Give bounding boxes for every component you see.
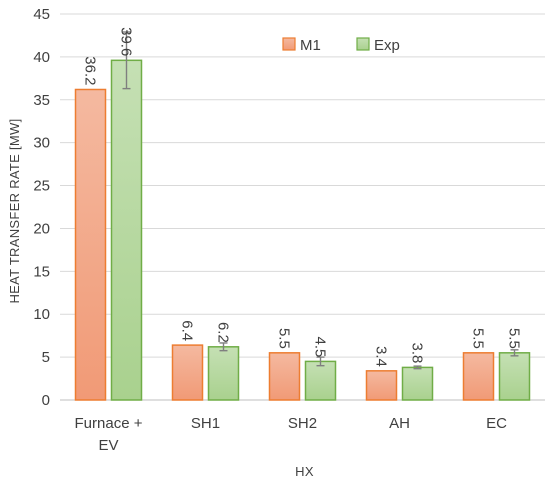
x-category-label: SH2 [288,415,317,432]
x-category-label: EC [486,415,507,432]
legend-label: M1 [300,37,321,54]
y-tick-label: 20 [33,220,50,237]
bar-exp [498,352,531,401]
data-label: 6.4 [179,320,196,341]
x-axis-title: HX [295,464,314,479]
bar-m1 [171,344,204,401]
error-bar [413,365,422,370]
data-label: 3.4 [373,346,390,367]
legend-swatch [282,37,296,51]
error-bars [122,31,519,370]
y-axis-ticks: 0 5 10 15 20 25 30 35 40 45 [33,6,50,409]
bar-m1 [462,352,495,401]
x-axis-categories: Furnace + EV SH1 SH2 AH EC [75,415,508,454]
legend-item-exp: Exp [356,37,400,54]
error-bar [219,342,228,352]
legend-label: Exp [374,37,400,54]
bar-m1 [365,370,398,401]
data-label: 5.5 [276,328,293,349]
x-category-label: Furnace + EV [75,415,143,454]
y-tick-label: 40 [33,49,50,66]
data-label: 6.2 [215,322,232,343]
y-tick-label: 15 [33,263,50,280]
legend-item-m1: M1 [282,37,321,54]
data-label: 5.5 [506,328,523,349]
y-tick-label: 5 [42,349,50,366]
y-tick-label: 0 [42,392,50,409]
error-bar [316,356,325,367]
data-label: 4.5 [312,337,329,358]
y-tick-label: 30 [33,135,50,152]
data-label: 39.6 [118,27,135,56]
bar-m1 [268,352,301,401]
x-category-label: SH1 [191,415,220,432]
bar-exp [207,346,240,401]
y-tick-label: 10 [33,306,50,323]
bars [74,59,531,401]
data-label: 5.5 [470,328,487,349]
bar-exp [304,360,337,401]
legend: M1 Exp [282,37,400,54]
error-bar [122,31,131,90]
data-label: 36.2 [82,56,99,85]
x-category-label: AH [389,415,410,432]
bar-exp [401,366,434,401]
y-axis-title: HEAT TRANSFER RATE [MW] [7,118,22,303]
legend-swatch [356,37,370,51]
y-tick-label: 45 [33,6,50,23]
y-tick-label: 25 [33,178,50,195]
data-labels: 36.2 39.6 6.4 6.2 5.5 4.5 3.4 3.8 5.5 5.5 [82,27,523,367]
error-bar [510,349,519,357]
y-tick-label: 35 [33,92,50,109]
bar-exp [110,59,143,401]
bar-m1 [74,88,107,401]
data-label: 3.8 [409,343,426,364]
